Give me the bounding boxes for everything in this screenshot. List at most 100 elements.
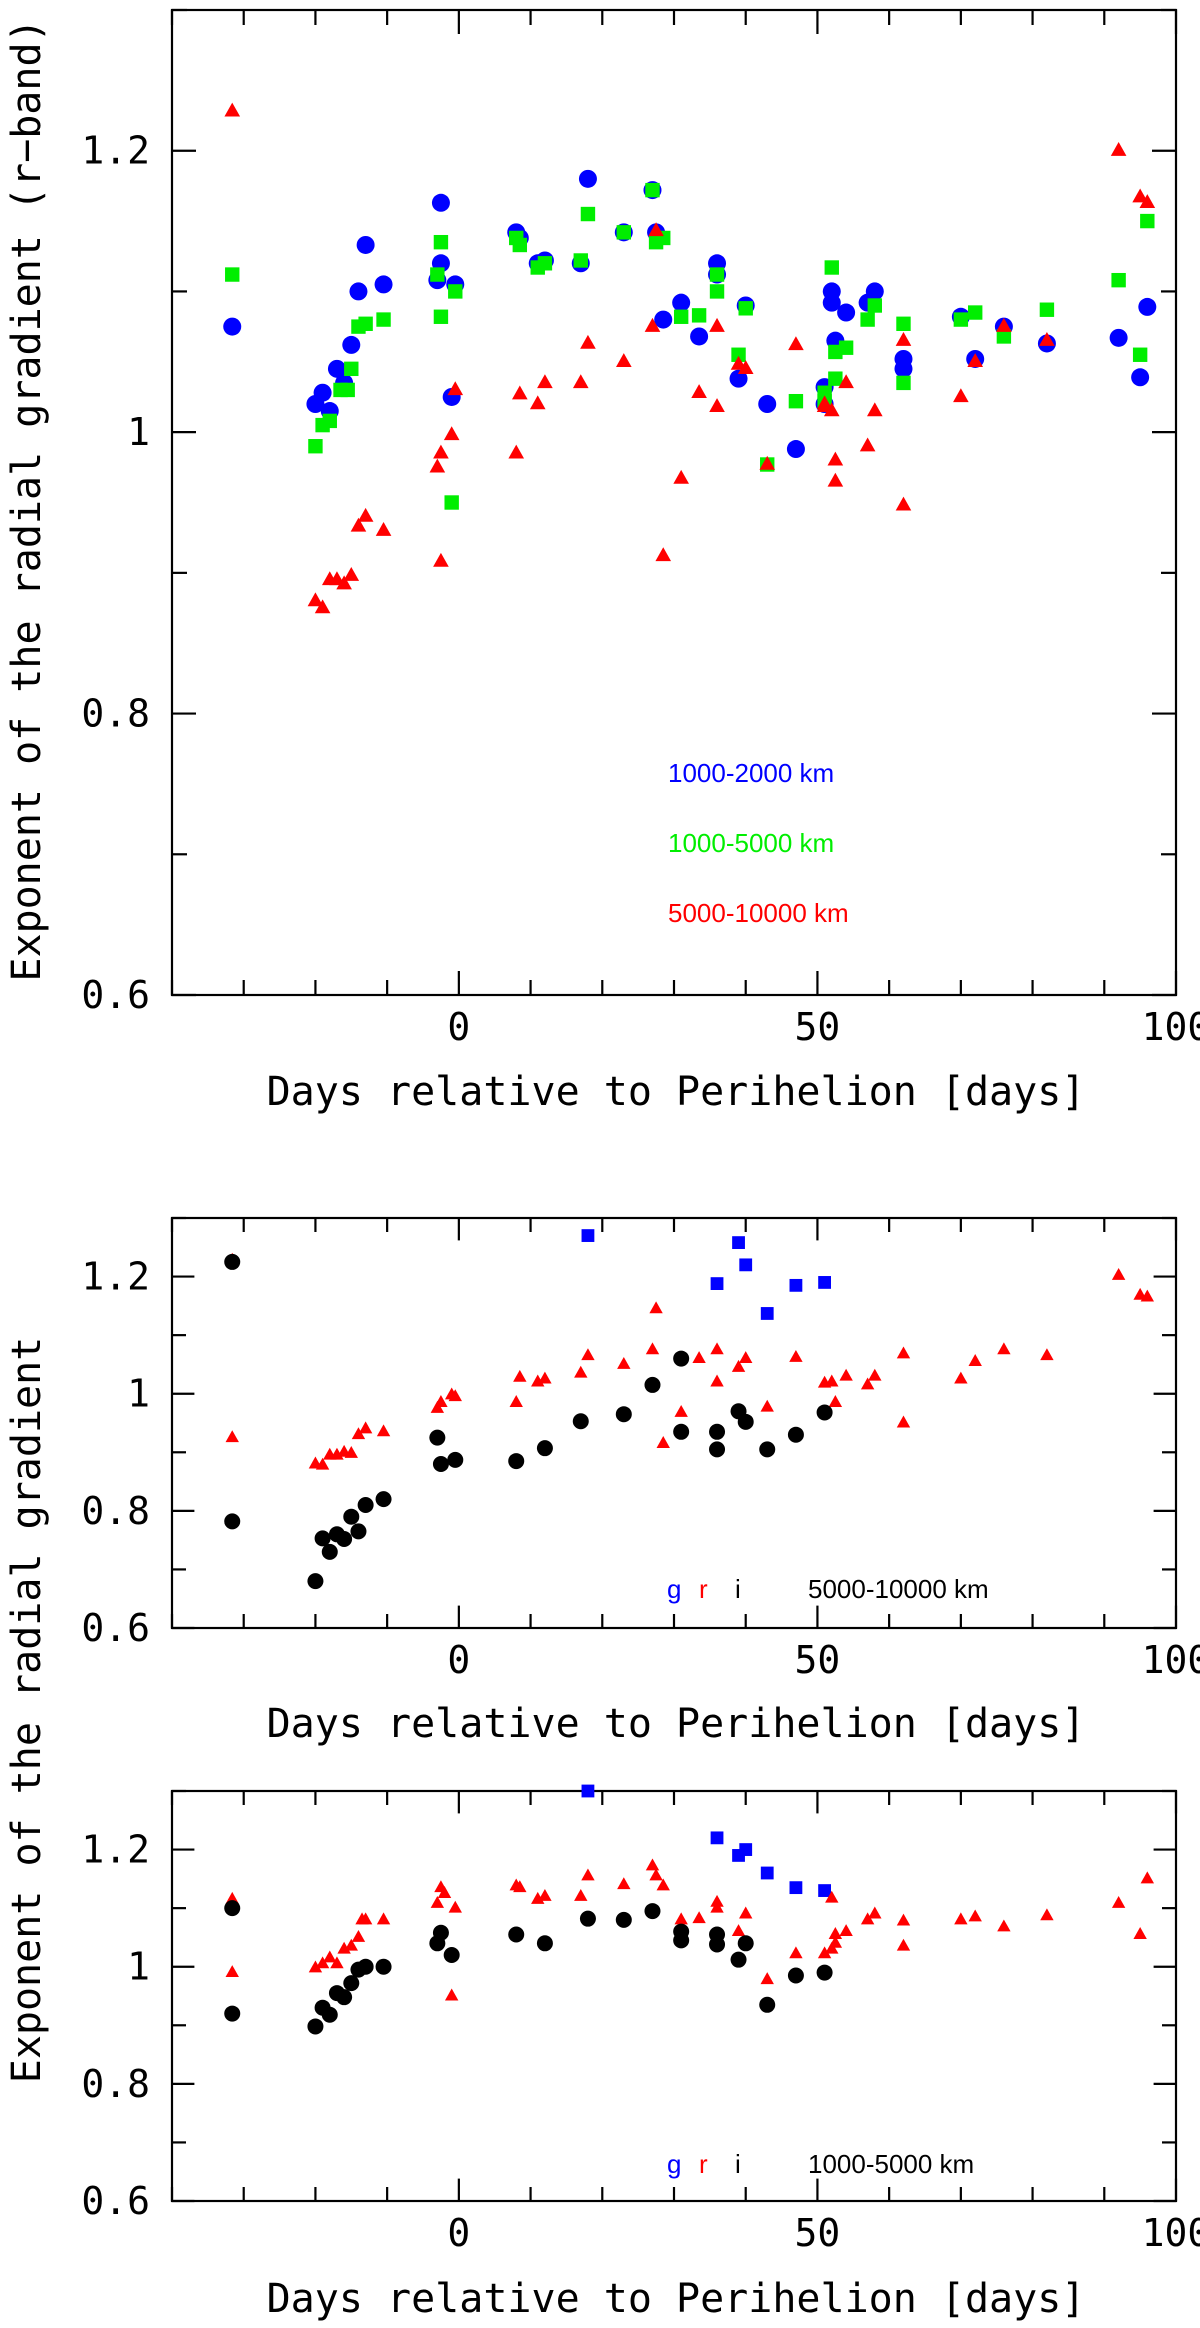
data-point-r — [617, 1877, 631, 1890]
data-point-r — [225, 1965, 239, 1978]
data-point-1000-5000-km — [838, 340, 854, 355]
bottom-panel-legend: g r i 1000-5000 km — [667, 2149, 974, 2179]
data-point-r — [760, 1972, 774, 1985]
data-point-i — [343, 1508, 360, 1525]
data-point-1000-5000-km — [1111, 272, 1126, 288]
data-point-i — [321, 2006, 338, 2023]
data-point-i — [343, 1975, 360, 1992]
data-point-r — [344, 1446, 358, 1458]
data-point-g — [581, 1229, 595, 1242]
data-point-1000-2000-km — [654, 310, 673, 329]
data-point-r — [692, 1351, 706, 1364]
data-point-1000-5000-km — [340, 382, 355, 398]
data-point-g — [710, 1277, 724, 1290]
data-point-1000-5000-km — [448, 284, 463, 299]
data-point-5000-10000-km — [648, 222, 664, 237]
legend-1000-2000-km: 1000-2000 km — [668, 758, 834, 788]
data-point-5000-10000-km — [307, 592, 324, 607]
data-point-5000-10000-km — [512, 385, 528, 400]
middle-panel-x-tick-labels: 0 50 100 — [447, 1638, 1200, 1682]
data-point-i — [224, 1513, 241, 1530]
data-point-i — [350, 1523, 367, 1540]
data-point-5000-10000-km — [580, 334, 596, 349]
data-point-r — [358, 1912, 373, 1925]
data-point-1000-5000-km — [709, 284, 725, 299]
legend-r: r — [699, 2149, 708, 2179]
data-point-5000-10000-km — [429, 458, 446, 473]
data-point-1000-5000-km — [322, 413, 337, 429]
legend-5000-10000-km: 5000-10000 km — [668, 898, 849, 928]
data-point-1000-5000-km — [358, 316, 373, 331]
x-tick-label: 0 — [447, 2211, 470, 2255]
data-point-r — [617, 1356, 631, 1369]
y-tick-label: 0.6 — [81, 1606, 150, 1650]
legend-i: i — [735, 2149, 741, 2179]
bottom-panel-y-tick-labels: 0.6 0.8 1 1.2 — [81, 1828, 150, 2223]
data-point-1000-2000-km — [729, 369, 748, 388]
data-point-g — [818, 1884, 831, 1897]
data-point-r — [789, 1349, 803, 1362]
middle-panel-points — [224, 1229, 1155, 1590]
data-point-r — [760, 1399, 774, 1412]
data-point-1000-2000-km — [894, 359, 913, 378]
data-point-i — [536, 1935, 553, 1952]
data-point-5000-10000-km — [572, 374, 589, 389]
data-point-5000-10000-km — [967, 353, 984, 367]
data-point-i — [673, 1350, 690, 1367]
data-point-r — [839, 1924, 853, 1937]
data-point-1000-5000-km — [444, 495, 459, 510]
data-point-r — [1040, 1908, 1054, 1921]
data-point-i — [709, 1926, 726, 1943]
data-point-g — [739, 1258, 753, 1272]
data-point-g — [760, 1866, 774, 1880]
legend-g: g — [667, 2149, 681, 2179]
y-tick-label: 1.2 — [81, 1828, 150, 1872]
data-point-r — [649, 1868, 663, 1881]
data-point-r — [860, 1912, 875, 1925]
data-point-i — [787, 1426, 804, 1443]
data-point-5000-10000-km — [1039, 331, 1055, 346]
data-point-r — [825, 1890, 839, 1903]
data-point-i — [336, 1530, 353, 1547]
data-point-5000-10000-km — [655, 547, 672, 562]
data-point-g — [818, 1276, 831, 1289]
middle-panel-x-axis-label: Days relative to Perihelion [days] — [267, 1701, 1086, 1747]
data-point-g — [789, 1278, 803, 1292]
data-point-i — [737, 1413, 754, 1430]
data-point-1000-5000-km — [225, 267, 240, 282]
data-point-r — [839, 1368, 853, 1381]
data-point-5000-10000-km — [375, 521, 392, 536]
data-point-r — [581, 1348, 595, 1361]
middle-panel-ticks — [170, 1216, 1178, 1630]
middle-panel-frame — [170, 1216, 1178, 1630]
data-point-r — [656, 1878, 670, 1891]
data-point-1000-5000-km — [867, 298, 882, 313]
data-point-1000-5000-km — [573, 253, 588, 268]
data-point-5000-10000-km — [644, 317, 661, 332]
data-point-r — [828, 1395, 843, 1407]
y-tick-label: 0.8 — [81, 1489, 150, 1533]
data-point-i — [615, 1911, 632, 1928]
data-point-i — [709, 1423, 726, 1440]
data-point-r — [860, 1377, 875, 1390]
data-point-1000-5000-km — [817, 385, 832, 400]
data-point-r — [330, 1956, 344, 1969]
bottom-panel-x-tick-labels: 0 50 100 — [447, 2211, 1200, 2255]
data-point-i — [447, 1451, 464, 1468]
x-tick-label: 50 — [795, 1005, 841, 1049]
y-tick-label: 0.8 — [81, 692, 150, 736]
data-point-1000-5000-km — [433, 309, 449, 324]
data-point-1000-5000-km — [673, 309, 689, 324]
data-point-i — [336, 1989, 353, 2006]
data-point-r — [315, 1457, 330, 1470]
data-point-1000-5000-km — [824, 260, 839, 275]
y-tick-label: 0.6 — [81, 2179, 150, 2223]
data-point-r — [1140, 1289, 1155, 1302]
legend-g: g — [667, 1574, 681, 1604]
data-point-1000-5000-km — [512, 237, 528, 253]
data-point-5000-10000-km — [1132, 188, 1148, 203]
top-panel-ticks — [170, 8, 1178, 997]
top-panel-legend: 1000-2000 km 1000-5000 km 5000-10000 km — [668, 758, 849, 928]
data-point-1000-5000-km — [537, 256, 553, 271]
